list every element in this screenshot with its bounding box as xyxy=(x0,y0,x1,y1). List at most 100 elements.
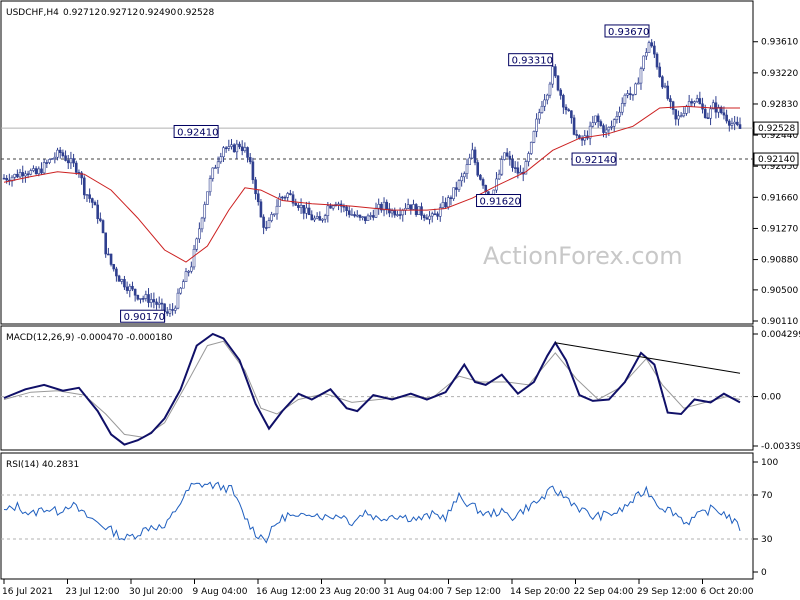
candle-body xyxy=(631,93,635,96)
candle-body xyxy=(661,76,664,88)
candle-body xyxy=(508,155,512,160)
candle-body xyxy=(468,157,471,165)
candle-body xyxy=(286,193,289,198)
candle-body xyxy=(364,216,367,221)
candle-body xyxy=(149,299,153,303)
price-tick-label: 0.90880 xyxy=(761,256,798,266)
candle-body xyxy=(377,204,380,209)
candle-body xyxy=(216,161,220,168)
candle-body xyxy=(599,121,603,126)
candle-body xyxy=(80,172,83,179)
candle-body xyxy=(433,213,437,216)
candle-body xyxy=(374,207,378,218)
candle-body xyxy=(342,205,346,208)
candle-body xyxy=(382,201,386,211)
rsi-pane xyxy=(0,452,754,580)
candle-body xyxy=(195,238,198,250)
candle-body xyxy=(738,124,742,129)
candle-body xyxy=(671,101,675,110)
candle-body xyxy=(503,152,506,160)
macd-signal-line xyxy=(3,340,741,438)
candle-body xyxy=(436,213,439,217)
candle-body xyxy=(58,149,62,153)
candle-body xyxy=(511,159,514,168)
candle-body xyxy=(157,302,161,305)
candle-body xyxy=(441,202,445,208)
candle-body xyxy=(211,167,215,179)
candle-body xyxy=(26,173,30,176)
candle-body xyxy=(420,206,423,216)
candle-body xyxy=(602,125,605,133)
candle-body xyxy=(460,176,463,182)
candle-body xyxy=(463,173,466,178)
candle-body xyxy=(302,204,306,214)
annotation-box xyxy=(120,309,166,323)
candle-body xyxy=(99,218,102,221)
candle-body xyxy=(628,93,632,95)
time-tick-label: 14 Sep 20:00 xyxy=(510,587,570,597)
candle-body xyxy=(109,253,113,265)
candle-body xyxy=(21,172,25,177)
price-header-symbol: USDCHF,H4 xyxy=(6,8,59,18)
candle-body xyxy=(133,288,137,296)
price-header-high: 0.92712 xyxy=(101,8,138,18)
candle-body xyxy=(663,85,667,88)
candle-body xyxy=(687,101,691,107)
candle-body xyxy=(438,207,442,217)
candle-body xyxy=(725,114,728,122)
candle-body xyxy=(251,161,255,181)
candle-body xyxy=(669,98,672,102)
candle-body xyxy=(380,204,383,211)
candle-body xyxy=(677,115,680,120)
candle-body xyxy=(556,75,560,91)
candle-body xyxy=(56,149,59,158)
candle-body xyxy=(529,141,533,154)
candle-body xyxy=(203,204,207,219)
annotation-box xyxy=(173,124,219,138)
candle-body xyxy=(554,66,557,77)
candle-body xyxy=(259,201,263,218)
candle-body xyxy=(465,164,469,174)
rsi-tick-label: 100 xyxy=(761,458,778,468)
candle-body xyxy=(69,158,73,164)
annotation-label: 0.92410 xyxy=(177,127,218,138)
candle-body xyxy=(626,93,629,96)
candle-body xyxy=(610,125,613,128)
candle-body xyxy=(551,66,554,85)
candle-body xyxy=(642,55,645,70)
candle-body xyxy=(37,168,41,175)
time-tick-label: 16 Jul 2021 xyxy=(2,587,53,597)
price-tick-label: 0.91270 xyxy=(761,224,798,234)
price-tick-label: 0.90110 xyxy=(761,317,798,327)
candle-body xyxy=(112,264,116,270)
annotation-box xyxy=(508,53,554,67)
candle-body xyxy=(650,42,653,47)
candle-body xyxy=(248,157,252,163)
candle-body xyxy=(45,162,49,164)
candle-body xyxy=(396,214,399,216)
annotation-box xyxy=(604,24,650,38)
candle-body xyxy=(425,217,429,220)
rsi-line xyxy=(3,481,741,544)
candle-body xyxy=(524,161,528,175)
candle-body xyxy=(406,204,410,209)
candle-body xyxy=(653,45,656,55)
rsi-tick-label: 30 xyxy=(761,535,773,545)
candle-body xyxy=(88,194,91,199)
candle-body xyxy=(243,147,247,152)
candle-body xyxy=(152,299,156,303)
candle-body xyxy=(452,187,455,199)
time-tick-label: 31 Aug 04:00 xyxy=(383,587,444,597)
candle-body xyxy=(281,196,284,199)
candle-body xyxy=(246,147,249,158)
candle-body xyxy=(645,52,648,57)
candle-body xyxy=(698,98,702,105)
candle-body xyxy=(171,309,174,311)
candle-body xyxy=(444,202,447,208)
candle-body xyxy=(34,168,38,175)
annotation-label: 0.93670 xyxy=(608,27,649,38)
price-tick-label: 0.93220 xyxy=(761,69,798,79)
candle-body xyxy=(190,266,193,272)
price-header-open: 0.92712 xyxy=(63,8,100,18)
time-tick-label: 7 Sep 12:00 xyxy=(447,587,502,597)
